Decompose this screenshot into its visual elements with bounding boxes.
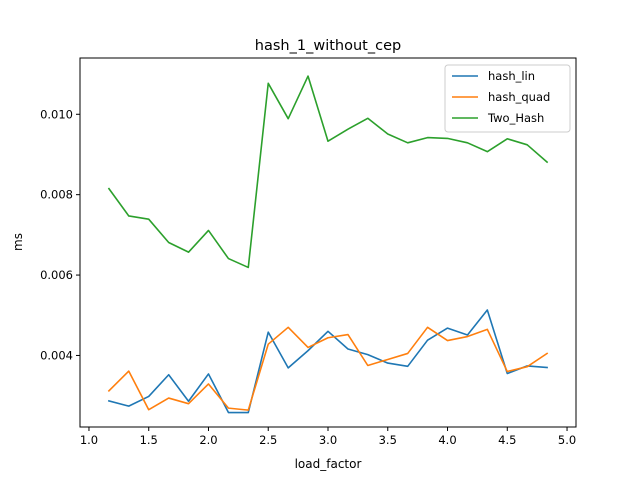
chart-title: hash_1_without_cep	[255, 38, 401, 54]
y-tick-label: 0.010	[40, 107, 73, 121]
y-tick-label: 0.004	[40, 348, 73, 362]
series-line-hash-lin	[107, 309, 548, 414]
x-axis-label: load_factor	[295, 457, 362, 471]
x-tick-label: 4.5	[498, 433, 516, 447]
x-tick-label: 4.0	[438, 433, 456, 447]
x-tick-label: 3.0	[319, 433, 337, 447]
y-axis-ticks: 0.004 0.006 0.008 0.010	[40, 107, 80, 362]
series-line-hash-quad	[107, 326, 549, 411]
series-line-two-hash	[107, 75, 549, 269]
legend-label: Two_Hash	[487, 111, 544, 125]
plot-lines	[107, 75, 549, 414]
x-axis-ticks: 1.0 1.5 2.0 2.5 3.0 3.5 4.0 4.5 5.0	[80, 427, 576, 447]
x-tick-label: 1.0	[80, 433, 98, 447]
x-tick-label: 3.5	[379, 433, 397, 447]
y-tick-label: 0.006	[40, 268, 73, 282]
legend-label: hash_lin	[488, 69, 535, 83]
x-tick-label: 2.5	[259, 433, 277, 447]
y-tick-label: 0.008	[40, 188, 73, 202]
legend: hash_lin hash_quad Two_Hash	[444, 64, 571, 133]
y-axis-label: ms	[11, 233, 25, 251]
x-tick-label: 5.0	[558, 433, 576, 447]
x-tick-label: 2.0	[199, 433, 217, 447]
x-tick-label: 1.5	[140, 433, 158, 447]
legend-box	[444, 64, 571, 133]
legend-label: hash_quad	[488, 90, 550, 104]
